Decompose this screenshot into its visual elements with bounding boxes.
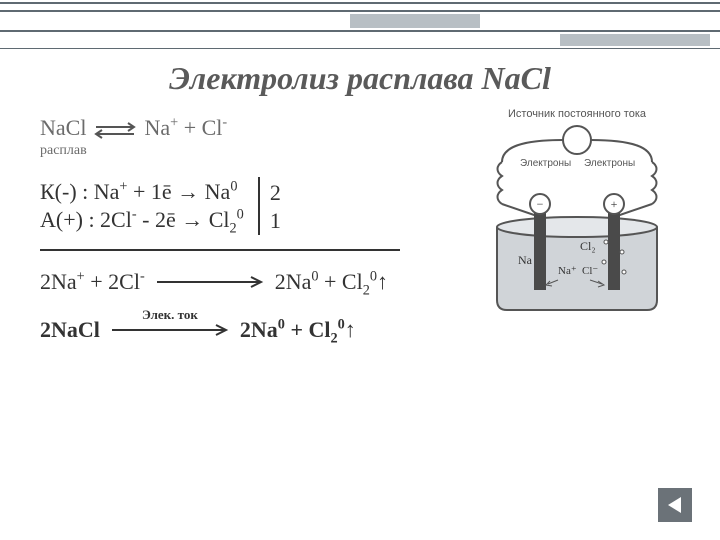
multiplier-column: 2 1 <box>270 177 281 234</box>
cl-minus-label: Cl⁻ <box>582 265 598 277</box>
dissociation-line: NaCl Na+ + Cl- <box>40 115 440 141</box>
figure-caption: Источник постоянного тока <box>462 108 692 120</box>
net-right: 2Na0 + Cl20↑ <box>240 317 356 343</box>
half-reactions: К(-) : Na+ + 1ē → Na0 А(+) : 2Cl- - 2ē →… <box>40 177 440 235</box>
anode-reaction: А(+) : 2Cl- - 2ē → Cl20 <box>40 207 244 233</box>
equilibrium-arrow-icon <box>92 115 138 141</box>
diagram-svg: Электроны Электроны − + Na Cl₂ Na⁺ Cl⁻ <box>462 122 692 312</box>
arrow-right-icon <box>155 269 265 295</box>
sum-right: 2Na0 + Cl20↑ <box>275 269 388 295</box>
melt-label: расплав <box>40 143 440 159</box>
arrow-with-label: Элек. ток <box>110 323 230 337</box>
electrons-label-left: Электроны <box>520 158 571 169</box>
electrolysis-diagram: Источник постоянного тока Электроны Элек… <box>462 108 692 313</box>
cl2-label: Cl₂ <box>580 239 596 253</box>
na-plus-label: Na⁺ <box>558 265 577 277</box>
slide-decoration <box>0 0 720 50</box>
dissociation-left: NaCl <box>40 115 86 141</box>
cathode-reaction: К(-) : Na+ + 1ē → Na0 <box>40 179 244 205</box>
divider <box>40 249 400 251</box>
triangle-left-icon <box>665 495 685 515</box>
slide-title: Электролиз расплава NaCl <box>0 60 720 97</box>
minus-label: − <box>537 197 544 211</box>
multiplier-top: 2 <box>270 179 281 207</box>
net-left: 2NaCl <box>40 317 100 343</box>
sum-left: 2Na+ + 2Cl- <box>40 269 145 295</box>
dissociation-right: Na+ + Cl- <box>144 115 227 141</box>
multiplier-bottom: 1 <box>270 207 281 235</box>
electrons-label-right: Электроны <box>584 158 635 169</box>
plus-label: + <box>611 197 618 211</box>
arrow-label: Элек. ток <box>142 307 198 323</box>
prev-slide-button[interactable] <box>658 488 692 522</box>
equations-block: NaCl Na+ + Cl- расплав К(-) : Na+ + 1ē →… <box>40 115 440 343</box>
ionic-sum-line: 2Na+ + 2Cl- 2Na0 + Cl20↑ <box>40 269 440 295</box>
na-label: Na <box>518 253 533 267</box>
net-equation: 2NaCl Элек. ток 2Na0 + Cl20↑ <box>40 317 440 343</box>
